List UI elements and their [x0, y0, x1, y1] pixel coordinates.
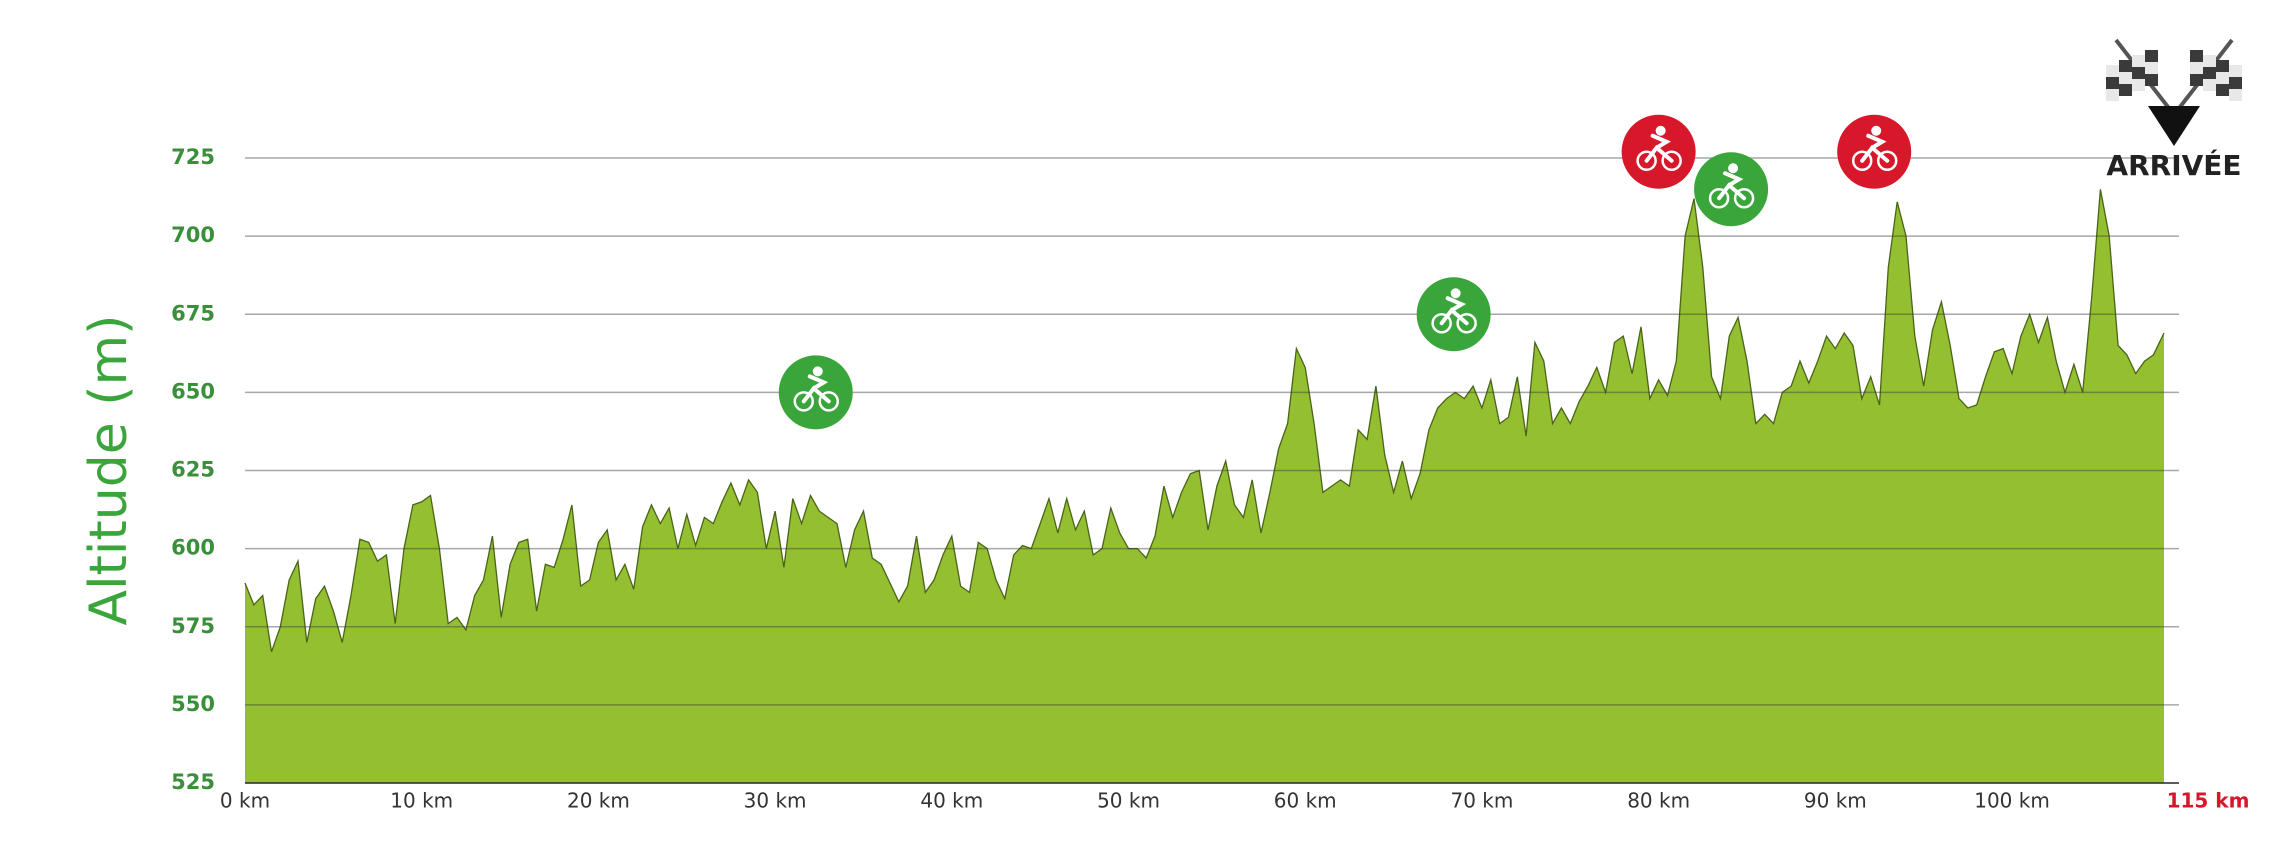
elevation-line	[244, 189, 2165, 653]
flag-check	[2145, 74, 2158, 86]
x-tick-label: 90 km	[1804, 789, 1867, 813]
x-tick-label: 50 km	[1097, 789, 1160, 813]
x-tick-label: 20 km	[567, 789, 630, 813]
flag-check	[2203, 67, 2216, 79]
flag-check	[2132, 79, 2145, 91]
flag-check	[2132, 67, 2145, 79]
finish-label: ARRIVÉE	[2106, 148, 2241, 182]
finish-arrow	[2148, 106, 2200, 146]
climb-marker	[1694, 152, 1769, 227]
climb-marker	[1416, 277, 1491, 352]
flag-check	[2229, 65, 2242, 77]
marker-wheel	[1431, 313, 1452, 334]
climb-marker	[778, 355, 853, 430]
marker-wheel	[1851, 150, 1873, 171]
marker-rider	[1717, 171, 1747, 201]
marker-rider	[1860, 133, 1890, 163]
flag-check	[2229, 77, 2242, 89]
y-axis-label: Altitude (m)	[79, 315, 139, 626]
marker-wheel	[793, 391, 815, 412]
y-tick-label: 650	[171, 379, 215, 403]
flag-check	[2229, 89, 2242, 101]
x-tick-label: 40 km	[920, 789, 983, 813]
marker-wheel	[1636, 150, 1657, 171]
flag-check	[2106, 89, 2119, 101]
marker-head	[812, 366, 823, 377]
x-tick-label: 10 km	[390, 789, 453, 813]
flag-check	[2190, 74, 2203, 86]
x-tick-label: 70 km	[1450, 789, 1513, 813]
marker-head	[1655, 125, 1666, 136]
y-tick-label: 700	[171, 223, 215, 247]
elevation-area	[245, 189, 2164, 784]
y-tick-label: 725	[171, 145, 215, 169]
marker-wheel	[1661, 150, 1682, 171]
flag-check	[2106, 77, 2119, 89]
flag-check	[2119, 84, 2132, 96]
x-tick-label: 80 km	[1627, 789, 1690, 813]
flag-check	[2119, 60, 2132, 72]
x-tick-label: 100 km	[1974, 789, 2050, 813]
x-tick-label: 60 km	[1274, 789, 1337, 813]
marker-head	[1728, 163, 1739, 174]
marker-head	[1871, 125, 1882, 136]
y-tick-label: 675	[171, 301, 215, 325]
flag-check	[2145, 62, 2158, 74]
flag-check	[2216, 84, 2229, 96]
marker-wheel	[1456, 313, 1477, 334]
x-tick-label: 0 km	[220, 789, 270, 813]
finish-distance-label: 115 km	[2167, 789, 2250, 813]
flag-check	[2132, 55, 2145, 67]
flag-check	[2190, 50, 2203, 62]
flag-check	[2145, 50, 2158, 62]
y-tick-label: 525	[171, 770, 215, 794]
flag-check	[2216, 60, 2229, 72]
flag-check	[2190, 62, 2203, 74]
flag-check	[2106, 65, 2119, 77]
y-tick-label: 600	[171, 536, 215, 560]
marker-wheel	[1733, 188, 1755, 209]
climb-marker	[1621, 114, 1696, 189]
y-tick-label: 625	[171, 458, 215, 482]
x-tick-label: 30 km	[744, 789, 807, 813]
marker-rider	[1439, 296, 1469, 326]
marker-wheel	[1876, 150, 1898, 171]
marker-rider	[801, 374, 831, 404]
marker-head	[1450, 288, 1461, 299]
y-tick-label: 575	[171, 614, 215, 638]
flag-check	[2216, 72, 2229, 84]
marker-wheel	[1708, 188, 1730, 209]
flag-check	[2203, 55, 2216, 67]
flag-check	[2119, 72, 2132, 84]
finish-flag	[2106, 38, 2242, 146]
climb-marker	[1837, 114, 1912, 189]
marker-wheel	[818, 391, 840, 412]
y-tick-label: 550	[171, 692, 215, 716]
marker-rider	[1644, 133, 1674, 163]
flag-check	[2203, 79, 2216, 91]
